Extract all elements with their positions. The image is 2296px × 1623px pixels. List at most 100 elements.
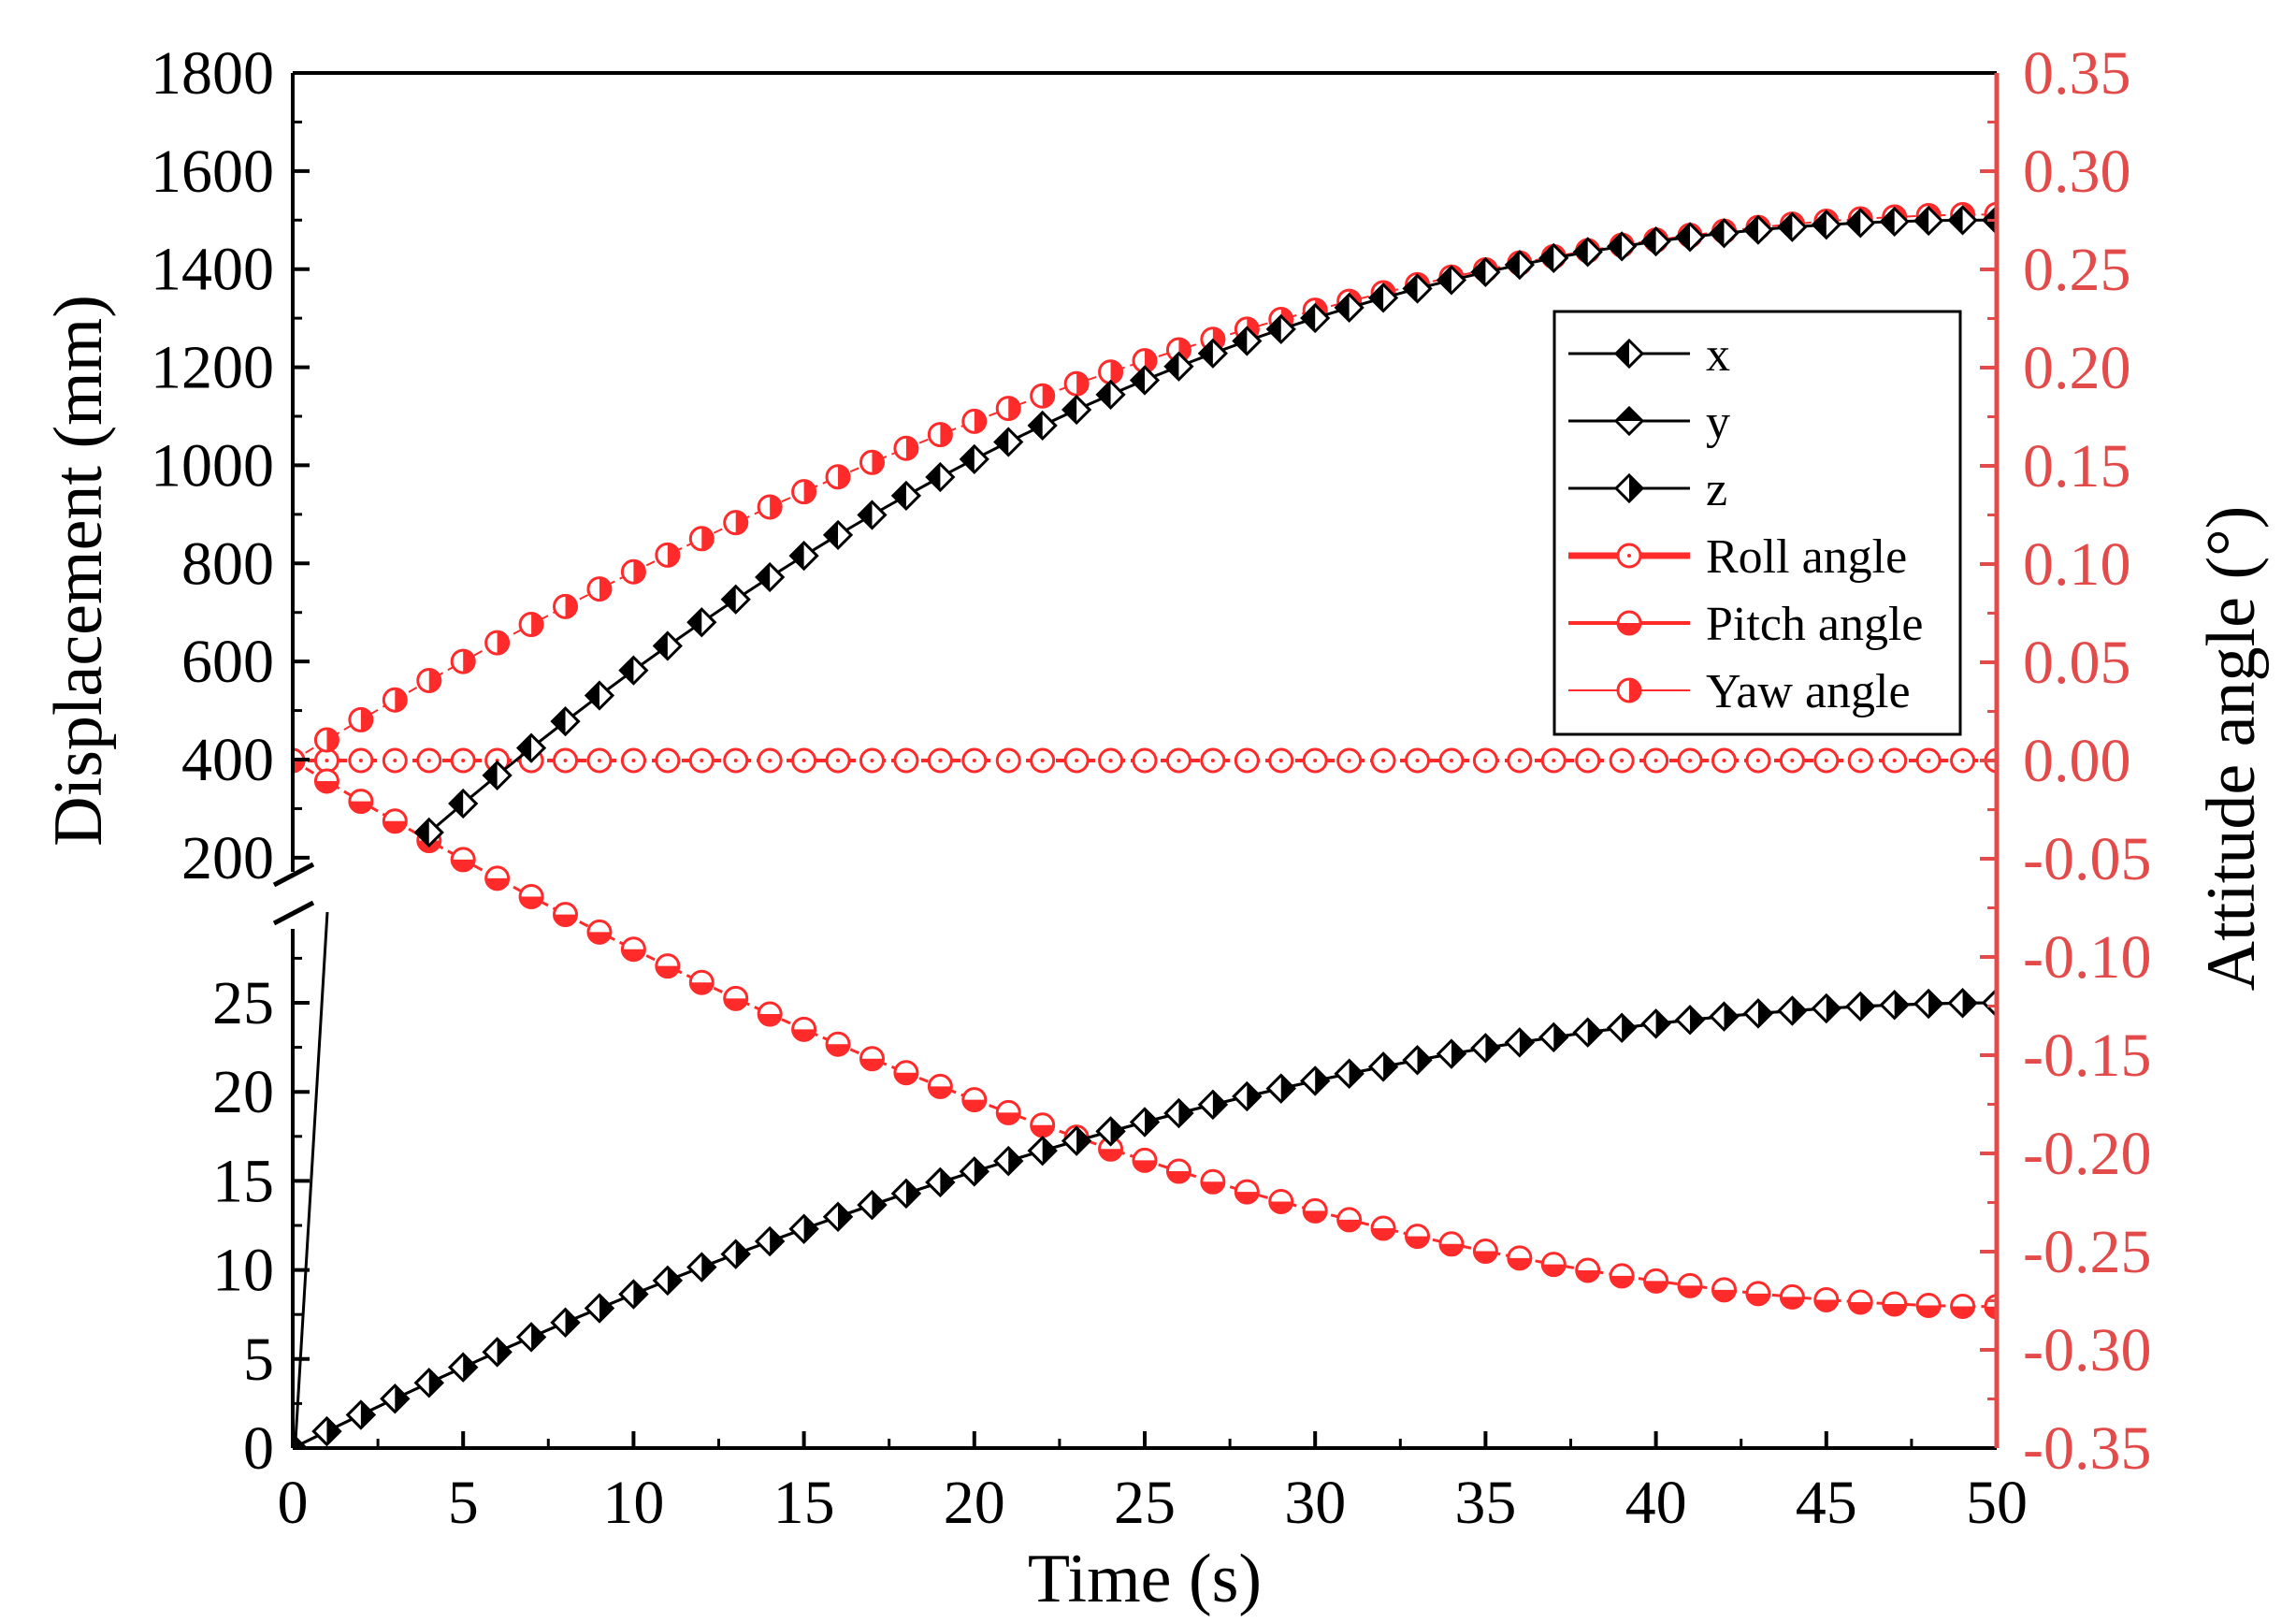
data-point xyxy=(1061,394,1092,426)
x-tick-label: 0 xyxy=(278,1469,309,1537)
data-point xyxy=(1811,210,1841,240)
data-point xyxy=(1063,747,1090,774)
legend-label: Roll angle xyxy=(1706,530,1907,584)
data-point xyxy=(688,969,715,995)
data-point xyxy=(1913,988,1944,1020)
data-point xyxy=(345,1399,377,1430)
data-point xyxy=(482,1337,513,1368)
data-point xyxy=(620,558,646,585)
data-point xyxy=(1165,1158,1191,1184)
data-point xyxy=(1234,1179,1260,1205)
left-tick-label: 600 xyxy=(181,628,274,696)
data-point xyxy=(1470,256,1501,288)
data-point xyxy=(515,1322,547,1353)
data-point xyxy=(1882,1291,1908,1317)
data-point xyxy=(893,435,919,461)
data-point xyxy=(1640,225,1671,257)
data-point xyxy=(1538,1022,1569,1052)
series-roll-angle xyxy=(293,747,1997,774)
right-tick-label: -0.35 xyxy=(2023,1414,2151,1483)
data-point xyxy=(382,747,408,774)
data-point xyxy=(1367,283,1399,313)
data-point xyxy=(961,747,988,774)
y-left-axis-title: Displacement (mm) xyxy=(40,295,117,847)
data-point xyxy=(1572,237,1603,268)
legend-marker xyxy=(1616,543,1642,569)
left-tick-label: 1400 xyxy=(151,236,274,304)
data-point xyxy=(380,1384,411,1414)
data-point xyxy=(1265,313,1296,345)
legend-entry-roll-angle: Roll angle xyxy=(1568,530,1907,584)
data-point xyxy=(720,584,751,615)
data-point xyxy=(1847,747,1873,774)
legend-entry-x: x xyxy=(1568,328,1730,382)
data-point xyxy=(995,1099,1021,1125)
x-tick-label: 35 xyxy=(1454,1469,1516,1537)
legend-marker xyxy=(1613,472,1645,504)
data-point xyxy=(1098,747,1124,774)
data-point xyxy=(586,747,613,774)
axis-break-mark xyxy=(272,862,315,888)
data-point xyxy=(1640,1008,1671,1039)
data-point xyxy=(1507,747,1533,774)
data-point xyxy=(757,747,783,774)
series-x xyxy=(413,205,1997,848)
data-point xyxy=(1607,1012,1638,1043)
data-point xyxy=(518,883,544,909)
left-tick-label: 1600 xyxy=(151,138,274,206)
data-point xyxy=(413,1368,444,1398)
data-point xyxy=(1095,1116,1126,1147)
data-point xyxy=(1030,747,1056,774)
left-tick-label: 1800 xyxy=(151,39,274,108)
data-point xyxy=(720,1239,751,1269)
right-tick-label: 0.20 xyxy=(2023,334,2131,402)
data-point xyxy=(1745,1281,1771,1307)
data-point xyxy=(1709,218,1740,249)
data-point xyxy=(1200,1168,1226,1195)
data-point xyxy=(1300,302,1331,334)
legend-label: Yaw angle xyxy=(1706,665,1911,718)
data-point xyxy=(1095,379,1126,410)
data-point xyxy=(1030,383,1056,409)
data-point xyxy=(1845,208,1876,239)
data-point xyxy=(927,422,953,448)
data-point xyxy=(1575,1257,1601,1283)
data-point xyxy=(1367,1051,1399,1082)
data-point xyxy=(825,747,851,774)
legend-label: z xyxy=(1706,463,1727,516)
series-z xyxy=(293,987,1997,1448)
data-point xyxy=(723,747,749,774)
data-point xyxy=(416,747,442,774)
data-point xyxy=(1538,242,1569,274)
x-axis-title: Time (s) xyxy=(1028,1541,1262,1617)
data-point xyxy=(1540,1252,1567,1278)
data-point xyxy=(959,1156,989,1187)
data-point xyxy=(1129,365,1161,396)
data-point xyxy=(1438,1231,1465,1257)
data-point xyxy=(993,1145,1024,1177)
data-point xyxy=(857,1190,888,1221)
frame-layer: 0 5 10 15 20 25 30 35 40 45 5020040060080010001200… xyxy=(40,39,2270,1617)
data-point xyxy=(1132,1147,1158,1173)
data-point xyxy=(1947,988,1978,1019)
data-point xyxy=(1132,747,1158,774)
data-point xyxy=(1879,990,1910,1021)
data-point xyxy=(584,680,615,711)
data-point xyxy=(791,747,817,774)
data-point xyxy=(1302,747,1328,774)
data-point xyxy=(1268,747,1294,774)
data-point xyxy=(618,655,649,686)
data-point xyxy=(1950,747,1976,774)
series-y xyxy=(293,987,1997,1448)
data-point xyxy=(1742,998,1774,1029)
right-tick-label: 0.25 xyxy=(2023,236,2131,304)
data-point xyxy=(1063,370,1090,397)
data-point xyxy=(1811,993,1841,1024)
right-tick-label: -0.05 xyxy=(2023,825,2151,893)
legend-box xyxy=(1552,310,1962,736)
legend-label: x xyxy=(1706,328,1730,382)
data-point xyxy=(382,687,408,713)
data-point xyxy=(553,747,579,774)
data-point xyxy=(1405,747,1431,774)
right-tick-label: 0.00 xyxy=(2023,727,2131,795)
